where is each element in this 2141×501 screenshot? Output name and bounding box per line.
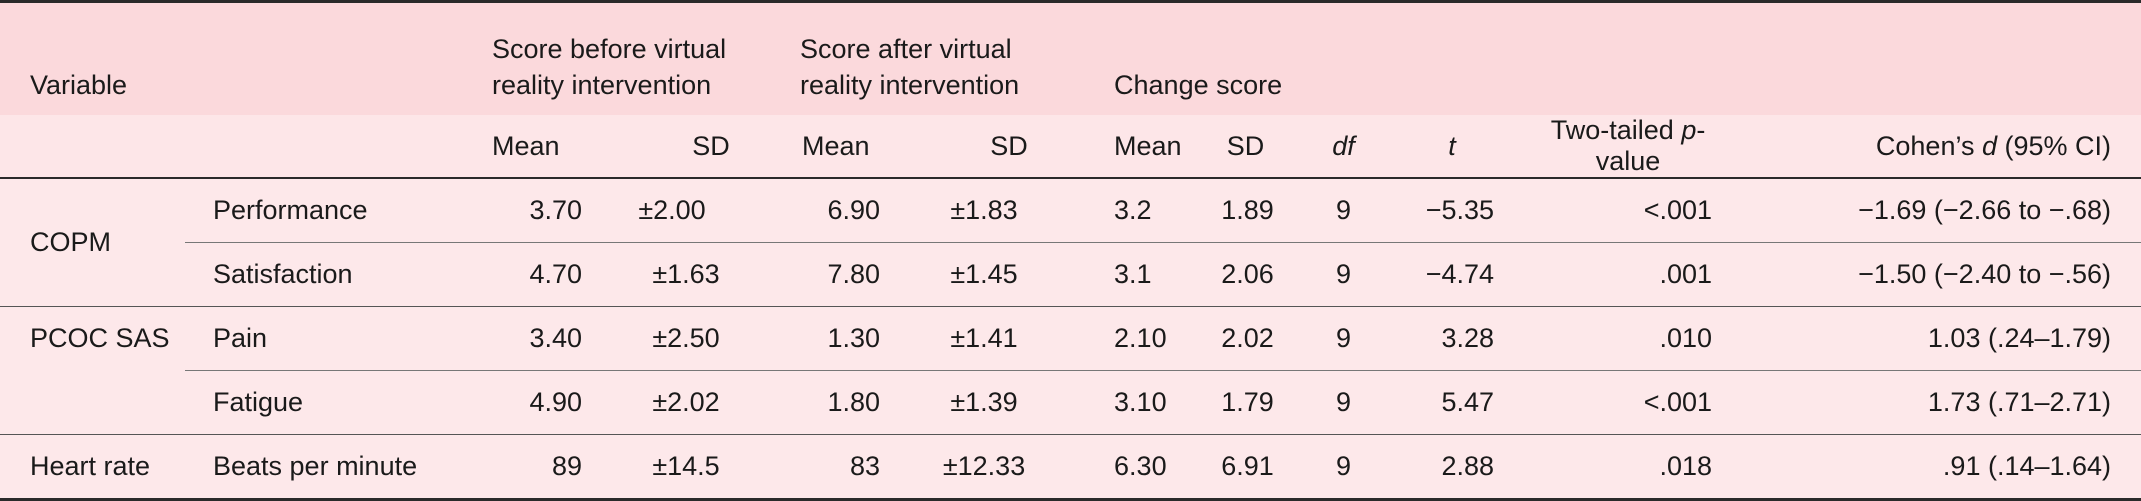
row-measure: Fatigue (185, 370, 482, 435)
cell-p: .010 (1508, 306, 1727, 371)
row-measure: Beats per minute (185, 434, 482, 501)
cell-before-sd: ±14.5 (582, 434, 791, 501)
cell-t: 5.47 (1386, 370, 1509, 435)
subheader-after-mean: Mean (790, 115, 881, 178)
cell-cohens-d: .91 (.14–1.64) (1726, 434, 2141, 501)
header-score-after: Score after virtual reality intervention (790, 1, 1089, 115)
header-blank-d (1726, 1, 2141, 115)
cell-before-mean: 3.70 (482, 178, 582, 243)
cell-cohens-d: −1.50 (−2.40 to −.56) (1726, 242, 2141, 307)
cell-after-mean: 7.80 (790, 242, 881, 307)
cell-after-sd: ±1.41 (880, 306, 1089, 371)
cell-change-sd: 2.02 (1180, 306, 1302, 371)
table-row: Heart rate Beats per minute 89 ±14.5 83 … (0, 434, 2141, 501)
table-row: PCOC SAS Pain 3.40 ±2.50 1.30 ±1.41 2.10… (0, 306, 2141, 435)
cell-df: 9 (1301, 178, 1387, 243)
cell-after-mean: 83 (790, 434, 881, 501)
cell-after-sd: ±1.83 (880, 178, 1089, 243)
cell-after-sd: ±12.33 (880, 434, 1089, 501)
cell-cohens-d: 1.73 (.71–2.71) (1726, 370, 2141, 435)
cell-change-mean: 3.1 (1088, 242, 1181, 307)
cell-change-mean: 6.30 (1088, 434, 1181, 501)
cell-before-sd: ±1.63 (582, 242, 791, 307)
cell-after-mean: 1.30 (790, 306, 881, 371)
header-row-sub: Mean SD Mean SD Mean SD df t Two-tailed … (0, 115, 2141, 178)
row-measure: Pain (185, 306, 482, 371)
row-measure: Satisfaction (185, 242, 482, 307)
cell-p: .001 (1508, 242, 1727, 307)
cell-before-sd: ±2.02 (582, 370, 791, 435)
row-measure: Performance (185, 178, 482, 243)
subheader-p-suffix: -value (1595, 115, 1706, 176)
subheader-p-italic: p (1681, 115, 1697, 145)
cell-after-mean: 6.90 (790, 178, 881, 243)
cell-before-mean: 89 (482, 434, 582, 501)
cell-before-mean: 4.70 (482, 242, 582, 307)
cell-before-mean: 3.40 (482, 306, 582, 371)
cell-df: 9 (1301, 242, 1387, 307)
subheader-blank-2 (185, 115, 482, 178)
subheader-change-sd: SD (1180, 115, 1302, 178)
cell-t: −4.74 (1386, 242, 1509, 307)
row-group-label: Heart rate (0, 434, 185, 501)
cell-before-mean: 4.90 (482, 370, 582, 435)
cell-p: <.001 (1508, 370, 1727, 435)
header-change-score: Change score (1088, 1, 1302, 115)
subheader-p-prefix: Two-tailed (1550, 115, 1682, 145)
cell-change-sd: 1.79 (1180, 370, 1302, 435)
header-blank-df (1301, 1, 1387, 115)
subheader-after-sd: SD (880, 115, 1089, 178)
cell-change-sd: 6.91 (1180, 434, 1302, 501)
subheader-t: t (1386, 115, 1509, 178)
table-row: Satisfaction 4.70 ±1.63 7.80 ±1.45 3.1 2… (0, 242, 2141, 307)
cell-t: −5.35 (1386, 178, 1509, 243)
subheader-before-sd: SD (582, 115, 791, 178)
subheader-p-value: Two-tailed p-value (1508, 115, 1727, 178)
cell-change-mean: 2.10 (1088, 306, 1181, 371)
subheader-d-italic: d (1981, 130, 1998, 161)
cell-change-sd: 1.89 (1180, 178, 1302, 243)
subheader-blank-1 (0, 115, 185, 178)
header-score-before: Score before virtual reality interventio… (482, 1, 791, 115)
cell-cohens-d: −1.69 (−2.66 to −.68) (1726, 178, 2141, 243)
table-row: Fatigue 4.90 ±2.02 1.80 ±1.39 3.10 1.79 … (0, 370, 2141, 435)
cell-after-mean: 1.80 (790, 370, 881, 435)
cell-df: 9 (1301, 370, 1387, 435)
cell-change-mean: 3.2 (1088, 178, 1181, 243)
subheader-before-mean: Mean (482, 115, 582, 178)
header-blank-p (1508, 1, 1727, 115)
cell-after-sd: ±1.39 (880, 370, 1089, 435)
header-row-groups: Variable Score before virtual reality in… (0, 1, 2141, 115)
cell-after-sd: ±1.45 (880, 242, 1089, 307)
cell-df: 9 (1301, 434, 1387, 501)
cell-change-sd: 2.06 (1180, 242, 1302, 307)
cell-change-mean: 3.10 (1088, 370, 1181, 435)
subheader-df: df (1301, 115, 1387, 178)
header-variable: Variable (0, 1, 482, 115)
cell-t: 3.28 (1386, 306, 1509, 371)
cell-before-sd: ±2.50 (582, 306, 791, 371)
row-group-label: PCOC SAS (0, 306, 185, 435)
subheader-d-prefix: Cohen’s (1875, 130, 1982, 161)
cell-df: 9 (1301, 306, 1387, 371)
header-blank-t (1386, 1, 1509, 115)
row-group-label: COPM (0, 178, 185, 307)
cell-cohens-d: 1.03 (.24–1.79) (1726, 306, 2141, 371)
cell-p: <.001 (1508, 178, 1727, 243)
subheader-cohens-d: Cohen’s d (95% CI) (1726, 115, 2141, 178)
cell-before-sd: ±2.00 (582, 178, 791, 243)
table-row: COPM Performance 3.70 ±2.00 6.90 ±1.83 3… (0, 178, 2141, 307)
subheader-change-mean: Mean (1088, 115, 1182, 178)
cell-t: 2.88 (1386, 434, 1509, 501)
cell-p: .018 (1508, 434, 1727, 501)
subheader-d-suffix: (95% CI) (1997, 130, 2112, 161)
